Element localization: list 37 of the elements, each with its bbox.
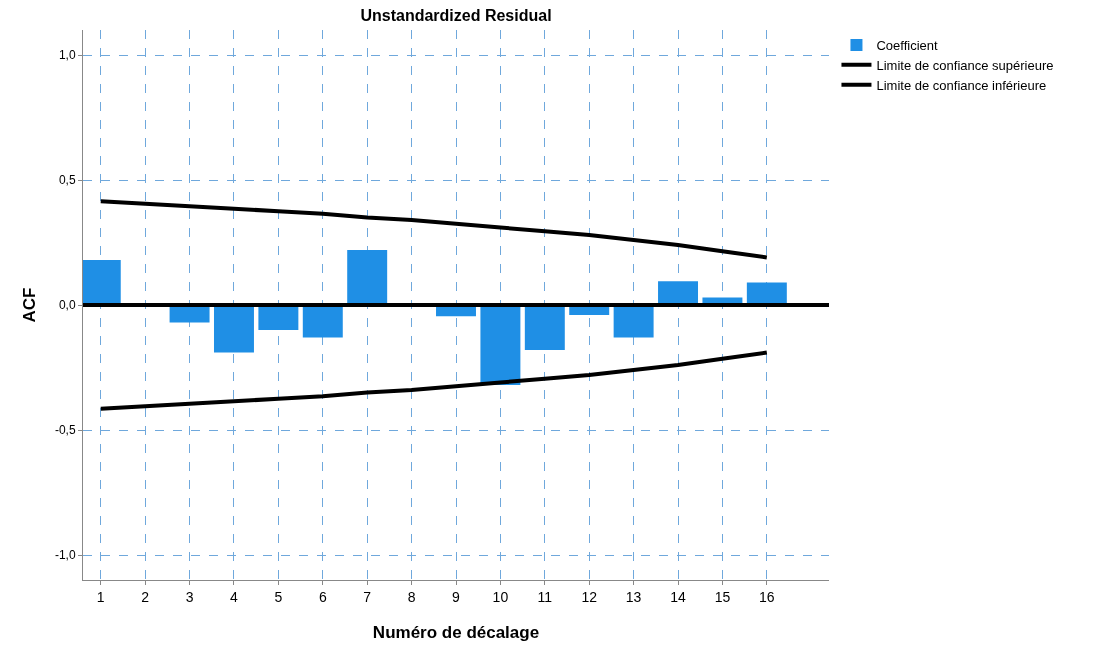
y-tick-label: 0,5 xyxy=(58,173,76,188)
bar xyxy=(302,305,343,338)
y-tick-label: 0,0 xyxy=(58,298,76,313)
x-tick-label: 14 xyxy=(670,588,687,605)
y-tick-label: 1,0 xyxy=(58,48,76,63)
chart-title: Unstandardized Residual xyxy=(360,7,552,25)
x-tick-label: 6 xyxy=(318,588,327,605)
x-tick-label: 16 xyxy=(759,588,775,605)
bar xyxy=(213,305,254,353)
x-tick-label: 7 xyxy=(363,588,372,605)
line-series xyxy=(98,199,769,260)
x-tick-label: 15 xyxy=(714,588,731,605)
x-tick-label: 1 xyxy=(96,588,105,605)
x-tick-label: 13 xyxy=(625,588,642,605)
bar xyxy=(524,305,565,350)
x-tick-label: 10 xyxy=(492,588,509,605)
bar xyxy=(613,305,654,338)
bar xyxy=(480,305,521,385)
x-tick-label: 3 xyxy=(185,588,194,605)
y-tick-label: -0,5 xyxy=(54,423,76,438)
legend-label: Limite de confiance supérieure xyxy=(876,57,1054,73)
x-tick-label: 2 xyxy=(141,588,150,605)
bar xyxy=(347,250,388,305)
bar xyxy=(658,281,699,305)
y-tick-label: -1,0 xyxy=(54,548,76,563)
x-axis-title: Numéro de décalage xyxy=(372,623,540,643)
x-tick-label: 8 xyxy=(407,588,416,605)
x-tick-label: 9 xyxy=(452,588,461,605)
x-tick-label: 12 xyxy=(581,588,598,605)
x-tick-label: 5 xyxy=(274,588,283,605)
x-tick-label: 11 xyxy=(537,588,553,605)
legend-label: Coefficient xyxy=(876,38,939,54)
line-series xyxy=(98,350,769,411)
y-axis-title: ACF xyxy=(20,287,40,323)
bar xyxy=(258,305,299,330)
x-tick-label: 4 xyxy=(230,588,239,605)
legend-label: Limite de confiance inférieure xyxy=(876,77,1047,93)
